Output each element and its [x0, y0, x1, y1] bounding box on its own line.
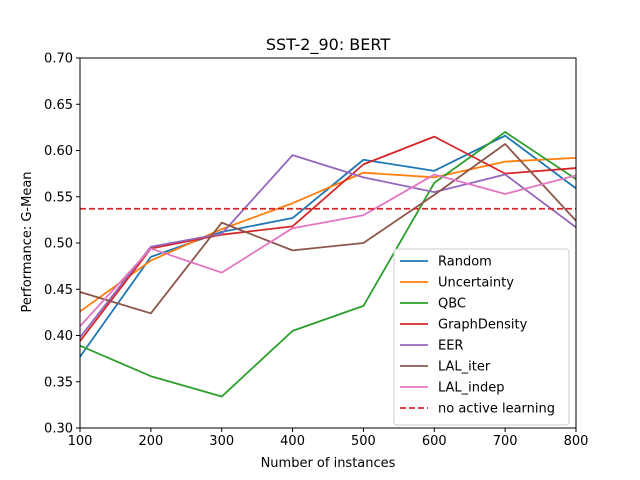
x-tick-label: 100 — [68, 434, 93, 449]
y-tick-label: 0.45 — [44, 283, 73, 298]
x-tick-label: 300 — [209, 434, 234, 449]
plot-area — [80, 131, 576, 398]
chart-title: SST-2_90: BERT — [266, 35, 390, 55]
y-axis-label: Performance: G-Mean — [20, 171, 35, 312]
y-tick-label: 0.35 — [44, 375, 73, 390]
legend: Random Uncertainty QBC GraphDensity EER LAL_i… — [393, 248, 570, 426]
legend-label: QBC — [438, 297, 466, 312]
y-tick-label: 0.60 — [44, 144, 73, 159]
legend-label: GraphDensity — [438, 318, 528, 333]
x-tick-label: 400 — [280, 434, 305, 449]
x-tick-label: 200 — [138, 434, 163, 449]
y-tick-label: 0.70 — [44, 52, 73, 67]
x-tick-label: 500 — [351, 434, 376, 449]
legend-label: Uncertainty — [438, 276, 514, 291]
x-tick-label: 800 — [564, 434, 589, 449]
x-tick-label: 700 — [493, 434, 518, 449]
legend-box — [393, 248, 570, 426]
series-line-lal-iter — [80, 143, 576, 315]
x-tick-label: 600 — [422, 434, 447, 449]
series-line-uncertainty — [80, 157, 576, 313]
x-axis-label: Number of instances — [261, 456, 396, 471]
series-line-eer — [80, 154, 576, 338]
series-line-lal-indep — [80, 173, 576, 327]
legend-label: no active learning — [438, 402, 555, 417]
series-line-qbc — [80, 131, 576, 398]
legend-label: EER — [438, 339, 463, 354]
axes: 100 200 300 400 500 600 700 800 0.30 0.35 0.40 0.45… — [44, 52, 588, 450]
y-tick-label: 0.55 — [44, 190, 73, 205]
y-tick-label: 0.50 — [44, 237, 73, 252]
y-tick-label: 0.40 — [44, 329, 73, 344]
legend-label: Random — [438, 255, 492, 270]
series-line-graphdensity — [80, 135, 576, 342]
legend-label: LAL_indep — [438, 381, 505, 396]
y-tick-label: 0.65 — [44, 98, 73, 113]
legend-label: LAL_iter — [438, 360, 491, 375]
y-tick-label: 0.30 — [44, 422, 73, 437]
